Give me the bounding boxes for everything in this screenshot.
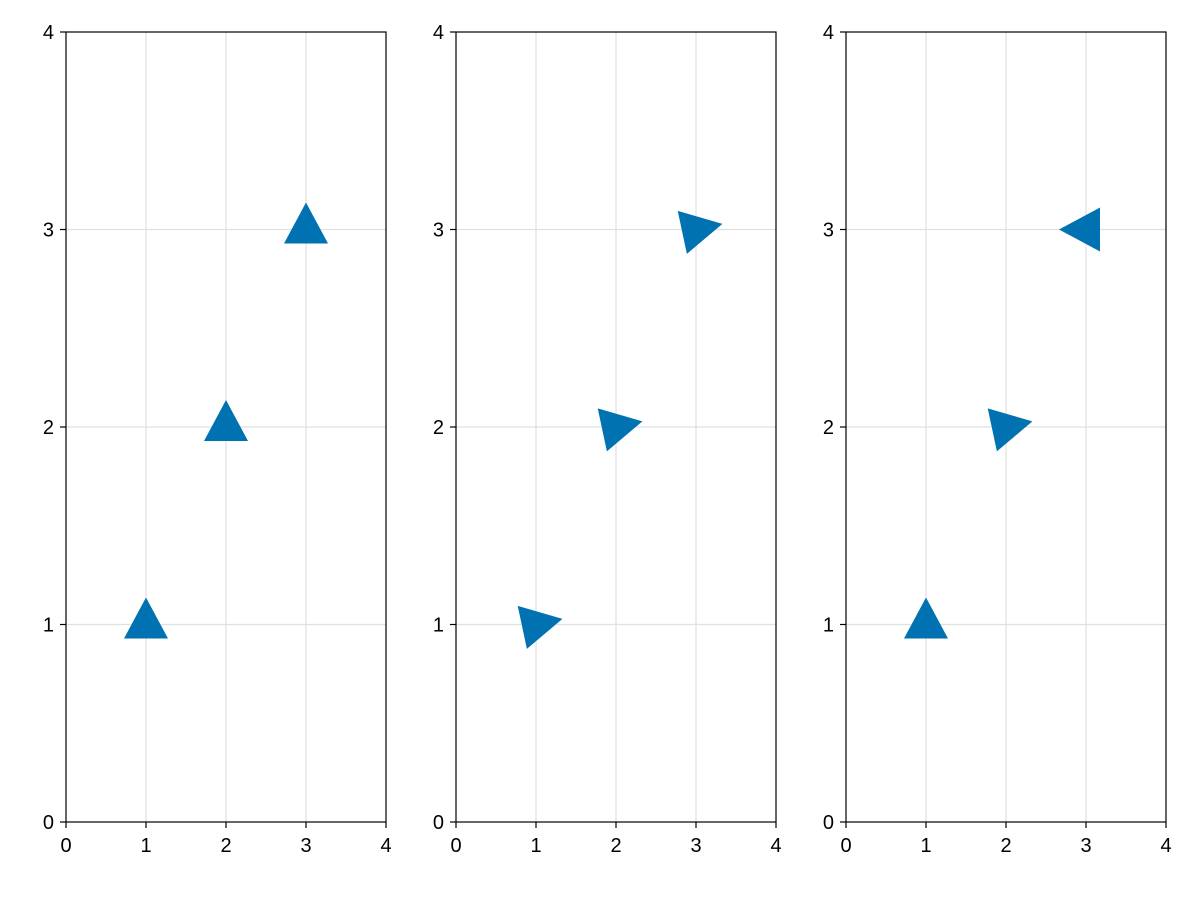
scatter-point [677, 210, 723, 254]
x-tick-label: 1 [140, 835, 151, 857]
y-tick-label: 2 [433, 417, 444, 439]
panel-3: 0 1 2 3 4 0 1 2 3 4 [823, 22, 1172, 857]
y-tick-label: 4 [823, 22, 834, 44]
y-tick-label: 2 [43, 417, 54, 439]
x-tick-label: 0 [60, 835, 71, 857]
x-tick-label: 2 [220, 835, 231, 857]
y-tick-label: 0 [433, 812, 444, 834]
x-tick-label: 2 [610, 835, 621, 857]
y-tick-label: 3 [823, 220, 834, 242]
y-tick-label: 1 [823, 615, 834, 637]
scatter-point [987, 408, 1033, 452]
x-tick-label: 0 [840, 835, 851, 857]
x-tick-label: 3 [1080, 835, 1091, 857]
scatter-point [284, 202, 328, 244]
scatter-point [517, 605, 563, 649]
y-tick-label: 0 [823, 812, 834, 834]
y-tick-label: 4 [433, 22, 444, 44]
y-tick-label: 2 [823, 417, 834, 439]
x-tick-label: 4 [1160, 835, 1171, 857]
x-tick-label: 1 [920, 835, 931, 857]
x-tick-label: 4 [380, 835, 391, 857]
panel-1: 0 1 2 3 4 0 1 2 3 4 [43, 22, 392, 857]
x-tick-label: 3 [690, 835, 701, 857]
scatter-point [1059, 207, 1100, 252]
scatter-point [204, 400, 248, 441]
scatter-point [904, 597, 948, 639]
y-tick-label: 4 [43, 22, 54, 44]
x-tick-label: 1 [530, 835, 541, 857]
y-tick-label: 0 [43, 812, 54, 834]
x-tick-label: 3 [300, 835, 311, 857]
y-tick-label: 3 [433, 220, 444, 242]
x-tick-label: 2 [1000, 835, 1011, 857]
x-tick-label: 0 [450, 835, 461, 857]
panel-2: 0 1 2 3 4 0 1 2 3 4 [433, 22, 782, 857]
x-tick-label: 4 [770, 835, 781, 857]
scatter-point [124, 597, 168, 639]
scatter-point [597, 408, 643, 452]
y-tick-label: 3 [43, 220, 54, 242]
y-tick-label: 1 [433, 615, 444, 637]
y-tick-label: 1 [43, 615, 54, 637]
